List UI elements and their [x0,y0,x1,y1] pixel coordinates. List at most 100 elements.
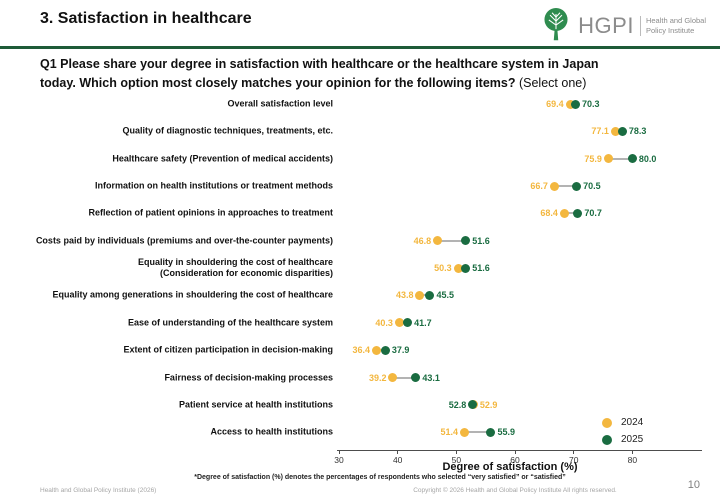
dot-2024 [388,373,398,382]
value-label-2025: 51.6 [472,263,490,274]
dot-2025 [573,208,583,218]
x-tick [397,450,399,454]
connector-line [554,185,577,188]
x-tick-label: 30 [334,455,344,465]
category-label: Access to health institutions [210,426,333,437]
dot-2024 [603,154,613,164]
legend-label-2024: 2024 [621,417,644,428]
value-label-2024: 39.2 [368,372,387,383]
x-tick-label: 80 [627,455,638,465]
value-label-2025: 41.7 [414,317,432,328]
value-label-2024: 46.8 [413,235,432,246]
value-label-2024: 36.4 [352,345,371,356]
category-label: Equality in shouldering the cost of heal… [137,256,333,279]
dot-2025 [486,427,496,437]
logo-name: Health and Global Policy Institute [639,16,706,36]
logo-acronym: HGPI [578,13,634,38]
dot-2025 [403,318,413,328]
x-tick [514,450,516,454]
dot-2024 [453,263,463,273]
value-label-2025: 45.5 [436,290,454,301]
legend-item-2024: 2024 [602,414,643,431]
legend-item-2025: 2025 [602,431,643,448]
hgpi-logo: HGPI Health and Global Policy Institute [540,6,706,46]
value-label-2025: 37.9 [391,345,410,356]
slide-title: 3. Satisfaction in healthcare [40,10,252,27]
value-label-2025: 80.0 [638,153,657,164]
chart-legend: 2024 2025 [602,414,643,448]
category-label: Fairness of decision-making processes [164,371,333,382]
value-label-2024: 75.9 [584,153,602,164]
value-label-2025: 70.7 [584,208,602,219]
dot-2025 [380,345,390,355]
x-tick [573,450,575,454]
value-label-2024: 51.4 [440,427,459,438]
page-number: 10 [687,479,700,491]
dot-2024 [394,318,404,328]
x-axis-title: Degree of satisfaction (%) [442,461,578,473]
footer-copyright: Copyright © 2026 Health and Global Polic… [413,487,617,494]
connector-line [419,294,430,297]
value-label-2024: 52.9 [479,399,498,410]
x-tick-label: 40 [392,455,403,465]
value-label-2024: 77.1 [591,126,609,137]
dot-2024 [372,345,382,355]
connector-line [564,212,578,215]
footer-source: Health and Global Policy Institute (2026… [40,487,157,494]
value-label-2024: 66.7 [530,181,548,192]
select-one-note: (Select one) [518,76,587,91]
dot-2025 [627,154,637,164]
x-tick [631,450,633,454]
legend-dot-2025 [602,434,612,445]
dot-2024 [433,236,443,246]
value-label-2024: 40.3 [375,317,393,328]
x-tick-label: 70 [568,455,579,465]
question-text: Q1 Please share your degree in satisfact… [40,57,599,91]
value-label-2025: 55.9 [497,427,515,438]
category-label: Extent of citizen participation in decis… [123,344,333,355]
category-label: Healthcare safety (Prevention of medical… [112,153,333,164]
connector-line [392,376,416,379]
category-label: Costs paid by individuals (premiums and … [35,235,333,246]
dot-2025 [461,263,471,273]
value-label-2025: 78.3 [628,126,647,137]
category-label: Reflection of patient opinions in approa… [88,207,333,218]
value-label-2025: 70.5 [583,181,601,192]
value-label-2025: 43.1 [422,372,440,383]
x-tick [338,450,340,454]
x-tick [455,450,457,454]
value-label-2025: 52.8 [448,399,467,410]
dot-2025 [411,373,421,382]
chart-footnote: *Degree of satisfaction (%) denotes the … [194,474,566,481]
value-label-2024: 43.8 [395,290,414,301]
value-label-2024: 68.4 [540,208,558,219]
dot-2024 [559,208,569,218]
dot-2025 [461,236,471,246]
value-label-2024: 69.4 [546,99,564,109]
dot-2024 [610,126,620,136]
dot-2024 [460,427,470,437]
connector-line [608,157,633,160]
dot-2025 [570,99,580,109]
category-label: Quality of diagnostic techniques, treatm… [122,125,333,136]
dot-2024 [565,99,575,109]
dot-2024 [549,181,559,191]
value-label-2025: 51.6 [472,235,490,246]
dot-2025 [468,400,478,410]
category-label: Overall satisfaction level [227,98,333,109]
dot-2025 [572,181,582,191]
dot-2024 [415,290,425,300]
category-label: Equality among generations in shoulderin… [52,289,333,300]
x-tick-label: 50 [451,455,462,465]
dot-2025 [617,126,627,136]
category-label: Information on health institutions or tr… [94,180,333,191]
value-label-2025: 70.3 [581,99,600,109]
category-label: Patient service at health institutions [178,399,333,410]
x-axis-line [337,450,702,452]
value-label-2024: 50.3 [434,263,452,274]
dot-2025 [425,290,435,300]
x-tick-label: 60 [510,455,520,465]
green-divider [0,46,720,49]
category-label: Ease of understanding of the healthcare … [127,317,333,328]
